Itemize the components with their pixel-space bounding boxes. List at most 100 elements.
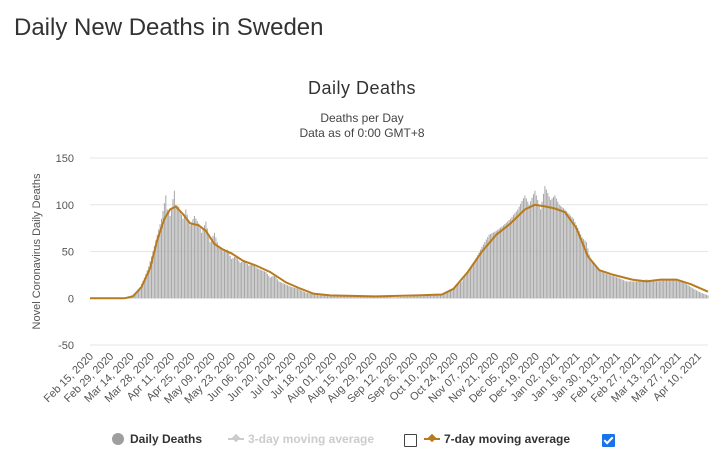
bar: [643, 280, 645, 299]
bar: [563, 208, 565, 299]
bar: [338, 295, 340, 299]
bar: [211, 239, 213, 299]
bar: [288, 285, 290, 299]
bar: [295, 287, 297, 299]
bar: [268, 275, 270, 299]
bar: [690, 287, 692, 299]
bar: [402, 296, 404, 299]
bar: [419, 296, 421, 299]
bar: [531, 197, 533, 299]
bar: [478, 252, 480, 299]
bar: [408, 296, 410, 299]
bar: [319, 295, 321, 299]
y-tick-label: 50: [62, 247, 74, 259]
bar: [633, 281, 635, 299]
bar: [521, 201, 523, 299]
bar: [175, 204, 177, 299]
bar: [306, 293, 308, 299]
bar: [236, 258, 238, 299]
bar: [281, 282, 283, 299]
bar: [688, 286, 690, 299]
bar: [650, 280, 652, 299]
bar: [567, 212, 569, 299]
checkbox-7day-average[interactable]: [602, 434, 615, 447]
bar: [470, 267, 472, 299]
bar: [660, 280, 662, 299]
bar: [239, 262, 241, 299]
bar: [361, 296, 363, 299]
bar: [667, 279, 669, 299]
bar: [246, 263, 248, 299]
bar: [336, 295, 338, 299]
bar: [605, 273, 607, 299]
bar: [218, 246, 220, 299]
bar: [653, 280, 655, 299]
bar: [581, 237, 583, 299]
bar: [471, 265, 473, 299]
bar: [391, 297, 393, 299]
bar: [541, 201, 543, 299]
bar: [384, 296, 386, 299]
bar: [241, 262, 243, 299]
bar: [324, 295, 326, 299]
bar: [474, 260, 476, 299]
bar: [448, 290, 450, 299]
bar: [284, 283, 286, 299]
bar: [467, 272, 469, 299]
bar: [219, 248, 221, 299]
legend-item-7day-average[interactable]: 7-day moving average: [424, 432, 570, 446]
bar: [278, 281, 280, 299]
bar: [680, 281, 682, 299]
bar: [480, 249, 482, 299]
bar: [318, 295, 320, 299]
bar: [312, 294, 314, 299]
bar: [378, 296, 380, 299]
bar: [261, 270, 263, 299]
bar: [551, 198, 553, 299]
bar: [221, 249, 223, 299]
bar: [534, 190, 536, 299]
bar: [302, 291, 304, 299]
bar: [206, 228, 208, 299]
bar: [269, 277, 271, 299]
bar: [484, 241, 486, 299]
bar: [301, 290, 303, 299]
bar: [322, 295, 324, 299]
bar: [285, 284, 287, 299]
bar: [387, 296, 389, 299]
bar: [226, 249, 228, 299]
bar: [645, 279, 647, 299]
bar: [461, 281, 463, 299]
bar: [437, 295, 439, 299]
bar: [522, 198, 524, 299]
bar: [488, 234, 490, 299]
y-tick-label: 100: [56, 200, 74, 212]
bar: [328, 295, 330, 299]
bar: [571, 217, 573, 299]
legend-item-3day-average[interactable]: 3-day moving average: [228, 432, 374, 446]
bar: [508, 220, 510, 299]
chart-legend: Daily Deaths 3-day moving average 7-day …: [0, 432, 724, 454]
bar: [500, 227, 502, 299]
checkbox-3day-average[interactable]: [404, 434, 417, 447]
bar: [460, 282, 462, 299]
bar: [205, 221, 207, 299]
bar: [251, 264, 253, 299]
bar: [388, 297, 390, 299]
bar: [684, 283, 686, 299]
y-tick-label: 150: [56, 153, 74, 165]
bar: [518, 206, 520, 299]
bar: [554, 195, 556, 299]
bar: [209, 242, 211, 299]
bar: [414, 296, 416, 299]
bar: [367, 296, 369, 299]
bar: [482, 244, 484, 299]
bar: [613, 276, 615, 299]
page-title: Daily New Deaths in Sweden: [14, 14, 324, 41]
legend-item-daily-deaths[interactable]: Daily Deaths: [112, 432, 202, 446]
bar: [601, 272, 603, 299]
bar: [683, 282, 685, 299]
bar: [139, 287, 141, 299]
bar: [183, 214, 185, 299]
bar: [449, 289, 452, 299]
